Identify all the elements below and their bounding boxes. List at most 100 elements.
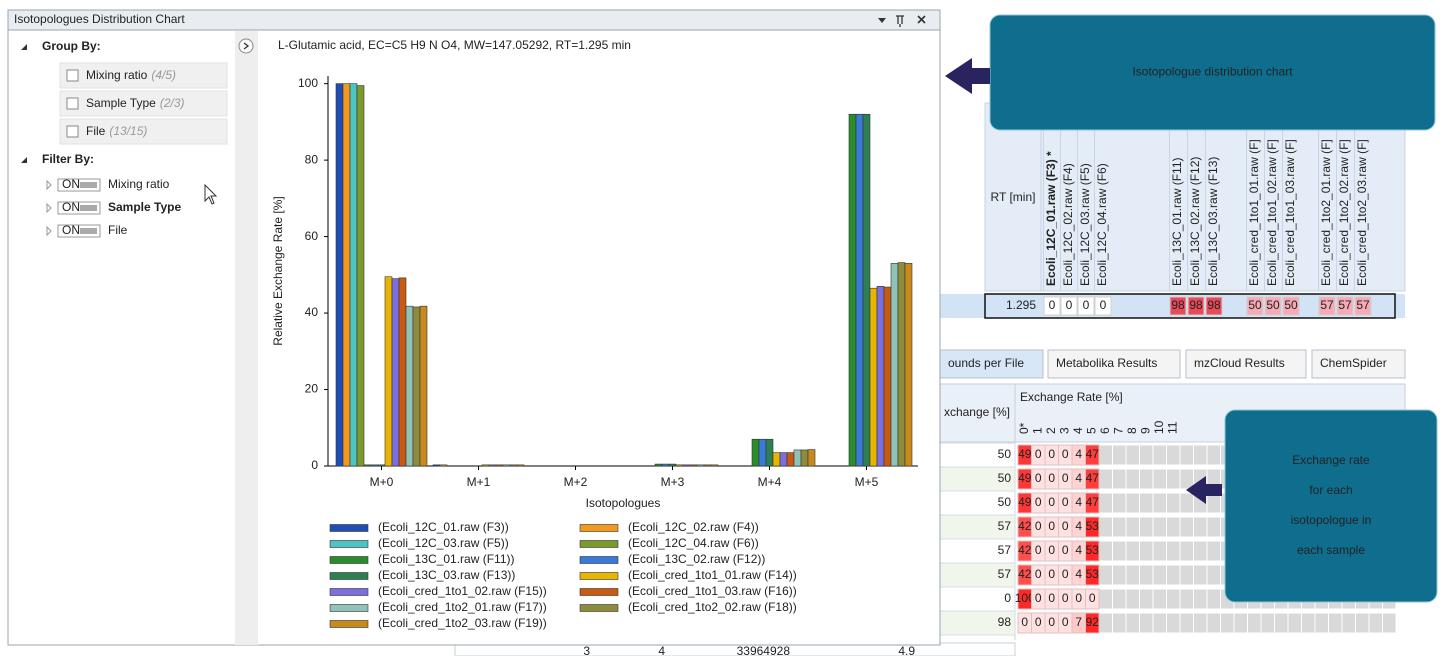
bar	[751, 438, 760, 467]
x-tick-label: M+5	[855, 475, 879, 489]
rate-value: 49	[1018, 471, 1032, 485]
window-title: Isotopologues Distribution Chart	[14, 12, 185, 26]
checkbox[interactable]	[66, 69, 79, 82]
checkbox[interactable]	[66, 97, 79, 110]
bar	[855, 113, 864, 467]
group-option-text: Mixing ratio (4/5)	[86, 68, 176, 82]
expand-triangle	[46, 225, 52, 237]
tab-label[interactable]: mzCloud Results	[1194, 356, 1285, 370]
result-value: 98	[1189, 298, 1203, 312]
legend-label: (Ecoli_12C_02.raw (F4))	[628, 520, 759, 534]
rt-value: 1.295	[1006, 298, 1036, 312]
rate-value: 0	[1062, 543, 1069, 557]
rate-value: 0	[1075, 591, 1082, 605]
rate-column-label: 8	[1125, 427, 1139, 434]
legend-label: (Ecoli_12C_04.raw (F6))	[628, 536, 759, 550]
rate-value: 53	[1086, 543, 1100, 557]
group-option[interactable]	[59, 62, 228, 89]
rate-value: 42	[1018, 519, 1032, 533]
bar	[384, 276, 393, 467]
grid-cell	[1179, 492, 1194, 514]
rate-column-label: 3	[1058, 427, 1072, 434]
rate-column-label: 0*	[1017, 422, 1031, 434]
grid-cell	[1152, 540, 1167, 562]
filter-option[interactable]: Sample Type	[108, 200, 181, 214]
tab-label[interactable]: ounds per File	[948, 356, 1024, 370]
bar	[398, 277, 407, 467]
rt-header: RT [min]	[991, 190, 1036, 204]
grid-cell	[1179, 516, 1194, 538]
y-tick-label: 80	[305, 152, 319, 166]
result-cell	[1187, 296, 1205, 316]
grid-cell	[1139, 588, 1154, 610]
grid-cell	[1125, 612, 1140, 634]
rate-column-label: 2	[1044, 427, 1058, 434]
x-tick-label: M+3	[661, 475, 685, 489]
callout-text: Isotopologue distribution chart	[1132, 65, 1293, 79]
expand-button[interactable]	[238, 38, 254, 54]
tab-label[interactable]: Metabolika Results	[1056, 356, 1157, 370]
tab[interactable]	[1311, 349, 1406, 379]
grid-cell	[1139, 468, 1154, 490]
checkbox[interactable]	[66, 125, 79, 138]
bar	[758, 438, 767, 467]
rate-value: 0	[1048, 471, 1055, 485]
group-option[interactable]	[59, 118, 228, 145]
rate-value: 7	[1075, 615, 1082, 629]
grid-cell	[1206, 564, 1221, 586]
grid-cell	[1368, 612, 1383, 634]
tab[interactable]	[1185, 349, 1307, 379]
tab-label[interactable]: ChemSpider	[1320, 356, 1387, 370]
rate-value: 53	[1086, 567, 1100, 581]
rate-value: 0	[1089, 591, 1096, 605]
y-tick-label: 60	[305, 229, 319, 243]
result-cell	[1318, 296, 1336, 316]
x-tick-label: M+4	[758, 475, 782, 489]
x-tick-label: M+2	[564, 475, 588, 489]
rate-value: 92	[1086, 615, 1100, 629]
grid-cell	[1098, 492, 1113, 514]
grid-cell	[1193, 516, 1208, 538]
bar	[391, 278, 400, 467]
bar	[807, 449, 816, 467]
partial-row-value: 4	[658, 644, 665, 656]
result-value: 57	[1356, 298, 1370, 312]
rate-value: 0	[1048, 543, 1055, 557]
group-option[interactable]	[59, 90, 228, 117]
callout-box	[1224, 409, 1438, 603]
callout-text: isotopologue in	[1291, 513, 1372, 527]
column-header: Ecoli_cred_1to1_01.raw (F]	[1247, 139, 1261, 286]
filter-option[interactable]: File	[108, 223, 128, 237]
filter-option[interactable]: Mixing ratio	[108, 177, 170, 191]
rate-cell	[1085, 540, 1100, 562]
pin-icon	[896, 15, 904, 27]
legend-swatch	[579, 604, 619, 612]
tab[interactable]	[1047, 349, 1181, 379]
result-cell	[1043, 296, 1061, 316]
bar	[335, 83, 344, 467]
option-count: (4/5)	[151, 68, 176, 82]
rate-value: 49	[1018, 495, 1032, 509]
rate-value: 0	[1035, 615, 1042, 629]
exchange-row-bg	[939, 586, 1016, 612]
grid-cell	[1152, 588, 1167, 610]
bar	[869, 287, 878, 467]
bar	[342, 83, 351, 467]
bar	[661, 463, 670, 467]
bar	[488, 464, 497, 467]
bar	[668, 463, 677, 467]
rate-column-label: 11	[1166, 421, 1180, 434]
option-label: Mixing ratio	[86, 68, 148, 82]
y-axis-label: Relative Exchange Rate [%]	[271, 196, 285, 345]
rate-value: 0	[1048, 495, 1055, 509]
legend-label: (Ecoli_12C_01.raw (F3))	[378, 520, 509, 534]
grid-cell	[1233, 612, 1248, 634]
grid-cell	[1206, 516, 1221, 538]
close-icon[interactable]	[917, 15, 926, 24]
rate-value: 0	[1062, 495, 1069, 509]
column-header: Ecoli_cred_1to1_03.raw (F]	[1283, 139, 1297, 286]
grid-cell	[1274, 612, 1289, 634]
grid-cell	[1152, 564, 1167, 586]
result-cell	[1354, 296, 1372, 316]
